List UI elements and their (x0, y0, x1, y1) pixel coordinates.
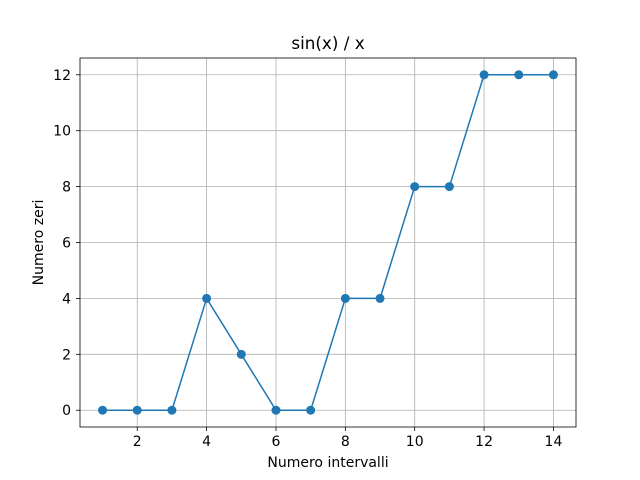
y-axis-ticks: 0 2 4 6 8 10 12 (53, 68, 80, 419)
data-point (132, 405, 142, 415)
x-tick-label: 8 (341, 434, 350, 450)
data-point (98, 405, 108, 415)
data-point (236, 349, 246, 359)
y-tick-label: 10 (53, 124, 71, 140)
chart-title: sin(x) / x (291, 33, 364, 53)
x-axis-ticks: 2 4 6 8 10 12 14 (133, 427, 563, 450)
data-point (444, 182, 454, 192)
data-point (271, 405, 281, 415)
y-tick-label: 0 (62, 403, 71, 419)
y-axis-label: Numero zeri (31, 200, 47, 286)
grid (80, 58, 576, 427)
x-tick-label: 14 (545, 434, 563, 450)
x-tick-label: 2 (133, 434, 142, 450)
series-line (102, 74, 554, 411)
data-point (167, 405, 177, 415)
data-point (202, 293, 212, 303)
y-tick-label: 12 (53, 68, 71, 84)
data-point (479, 70, 489, 80)
x-tick-label: 10 (406, 434, 424, 450)
x-tick-label: 12 (475, 434, 493, 450)
x-tick-label: 6 (272, 434, 281, 450)
data-point (340, 293, 350, 303)
y-tick-label: 8 (62, 180, 71, 196)
y-tick-label: 4 (62, 291, 71, 307)
data-point (514, 70, 524, 80)
x-tick-label: 4 (202, 434, 211, 450)
y-tick-label: 2 (62, 347, 71, 363)
x-axis-label: Numero intervalli (267, 455, 388, 471)
data-point (375, 293, 385, 303)
y-tick-label: 6 (62, 236, 71, 252)
data-point (306, 405, 316, 415)
data-point (548, 70, 558, 80)
data-point (410, 182, 420, 192)
series-group (98, 70, 558, 415)
